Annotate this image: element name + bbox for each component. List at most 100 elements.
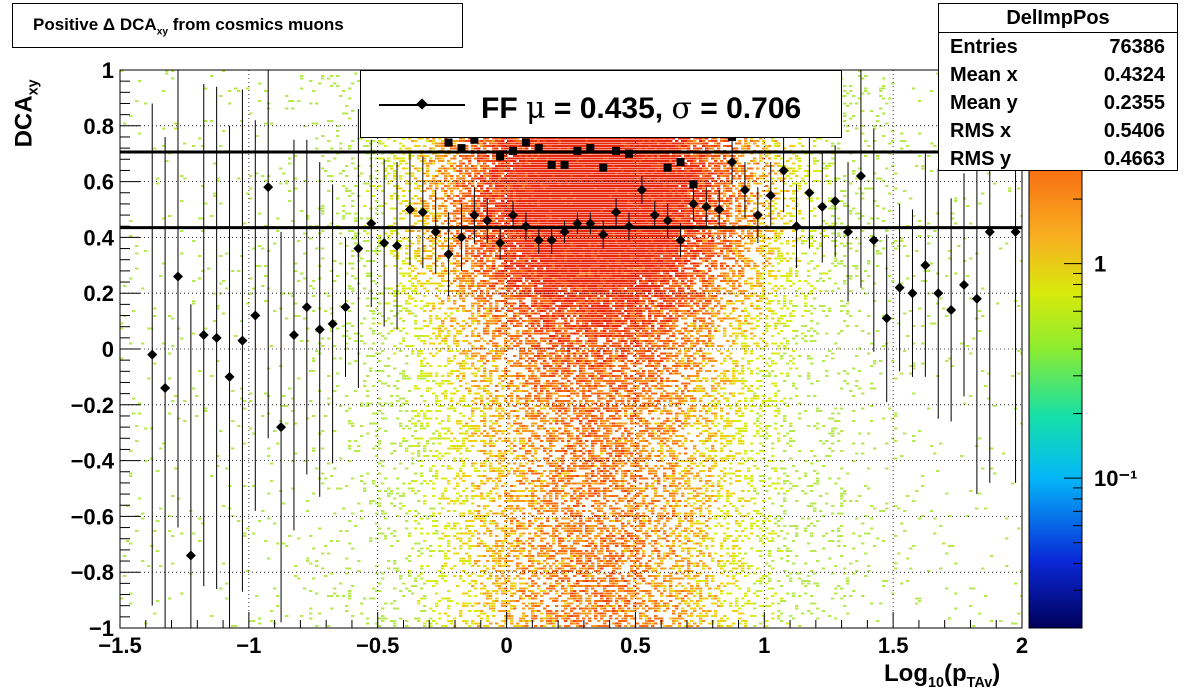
heatmap-cell xyxy=(420,365,423,367)
heatmap-cell xyxy=(471,428,474,430)
heatmap-cell xyxy=(462,363,465,365)
heatmap-cell xyxy=(471,585,474,587)
heatmap-cell xyxy=(315,565,318,567)
heatmap-cell xyxy=(483,205,486,207)
heatmap-cell xyxy=(471,433,474,435)
heatmap-cell xyxy=(342,90,345,92)
heatmap-cell xyxy=(468,358,471,360)
heatmap-cell xyxy=(363,318,366,320)
heatmap-cell xyxy=(465,250,468,252)
heatmap-cell xyxy=(447,198,450,200)
heatmap-cell xyxy=(519,365,522,367)
heatmap-cell xyxy=(498,183,501,185)
heatmap-cell xyxy=(504,495,507,497)
heatmap-cell xyxy=(507,223,510,225)
heatmap-cell xyxy=(477,515,480,517)
heatmap-cell xyxy=(456,178,459,180)
heatmap-cell xyxy=(498,578,501,580)
heatmap-cell xyxy=(432,200,435,202)
heatmap-cell xyxy=(519,275,522,277)
heatmap-cell xyxy=(408,280,411,282)
heatmap-cell xyxy=(327,78,330,80)
heatmap-cell xyxy=(426,565,429,567)
heatmap-cell xyxy=(378,498,381,500)
heatmap-cell xyxy=(519,363,522,365)
heatmap-cell xyxy=(501,548,504,550)
heatmap-cell xyxy=(480,300,483,302)
heatmap-cell xyxy=(519,145,522,147)
heatmap-cell xyxy=(480,345,483,347)
heatmap-cell xyxy=(507,335,510,337)
heatmap-cell xyxy=(486,280,489,282)
heatmap-cell xyxy=(432,205,435,207)
heatmap-cell xyxy=(363,230,366,232)
heatmap-cell xyxy=(408,570,411,572)
heatmap-cell xyxy=(420,610,423,612)
heatmap-cell xyxy=(285,95,288,97)
heatmap-cell xyxy=(501,353,504,355)
heatmap-cell xyxy=(339,358,342,360)
heatmap-cell xyxy=(318,613,321,615)
heatmap-cell xyxy=(198,518,201,520)
heatmap-cell xyxy=(510,380,513,382)
heatmap-cell xyxy=(501,178,504,180)
heatmap-cell xyxy=(462,198,465,200)
heatmap-cell xyxy=(192,333,195,335)
heatmap-cell xyxy=(444,490,447,492)
heatmap-cell xyxy=(486,403,489,405)
heatmap-cell xyxy=(414,268,417,270)
heatmap-cell xyxy=(498,273,501,275)
heatmap-cell xyxy=(480,365,483,367)
heatmap-cell xyxy=(432,495,435,497)
heatmap-cell xyxy=(420,425,423,427)
heatmap-cell xyxy=(405,625,408,627)
heatmap-cell xyxy=(432,208,435,210)
heatmap-cell xyxy=(315,593,318,595)
heatmap-cell xyxy=(423,250,426,252)
heatmap-cell xyxy=(495,540,498,542)
heatmap-cell xyxy=(402,260,405,262)
heatmap-cell xyxy=(519,310,522,312)
heatmap-cell xyxy=(462,195,465,197)
heatmap-cell xyxy=(462,173,465,175)
heatmap-cell xyxy=(507,208,510,210)
heatmap-cell xyxy=(510,395,513,397)
heatmap-cell xyxy=(381,483,384,485)
heatmap-cell xyxy=(417,443,420,445)
heatmap-cell xyxy=(417,338,420,340)
heatmap-cell xyxy=(495,590,498,592)
heatmap-cell xyxy=(510,593,513,595)
heatmap-cell xyxy=(489,185,492,187)
heatmap-cell xyxy=(441,420,444,422)
heatmap-cell xyxy=(264,300,267,302)
heatmap-cell xyxy=(492,398,495,400)
heatmap-cell xyxy=(363,363,366,365)
heatmap-cell xyxy=(387,183,390,185)
heatmap-cell xyxy=(447,480,450,482)
heatmap-cell xyxy=(471,385,474,387)
heatmap-cell xyxy=(444,453,447,455)
heatmap-cell xyxy=(204,203,207,205)
heatmap-cell xyxy=(237,270,240,272)
heatmap-cell xyxy=(513,308,516,310)
heatmap-cell xyxy=(519,438,522,440)
heatmap-cell xyxy=(444,318,447,320)
heatmap-cell xyxy=(477,560,480,562)
heatmap-cell xyxy=(483,440,486,442)
heatmap-cell xyxy=(474,145,477,147)
heatmap-cell xyxy=(339,173,342,175)
heatmap-cell xyxy=(405,588,408,590)
heatmap-cell xyxy=(504,188,507,190)
heatmap-cell xyxy=(390,230,393,232)
heatmap-cell xyxy=(474,328,477,330)
heatmap-cell xyxy=(150,458,153,460)
heatmap-cell xyxy=(489,573,492,575)
heatmap-cell xyxy=(393,155,396,157)
heatmap-cell xyxy=(516,198,519,200)
heatmap-cell xyxy=(489,498,492,500)
heatmap-cell xyxy=(468,405,471,407)
heatmap-cell xyxy=(483,483,486,485)
heatmap-cell xyxy=(369,328,372,330)
heatmap-cell xyxy=(510,400,513,402)
heatmap-cell xyxy=(462,175,465,177)
